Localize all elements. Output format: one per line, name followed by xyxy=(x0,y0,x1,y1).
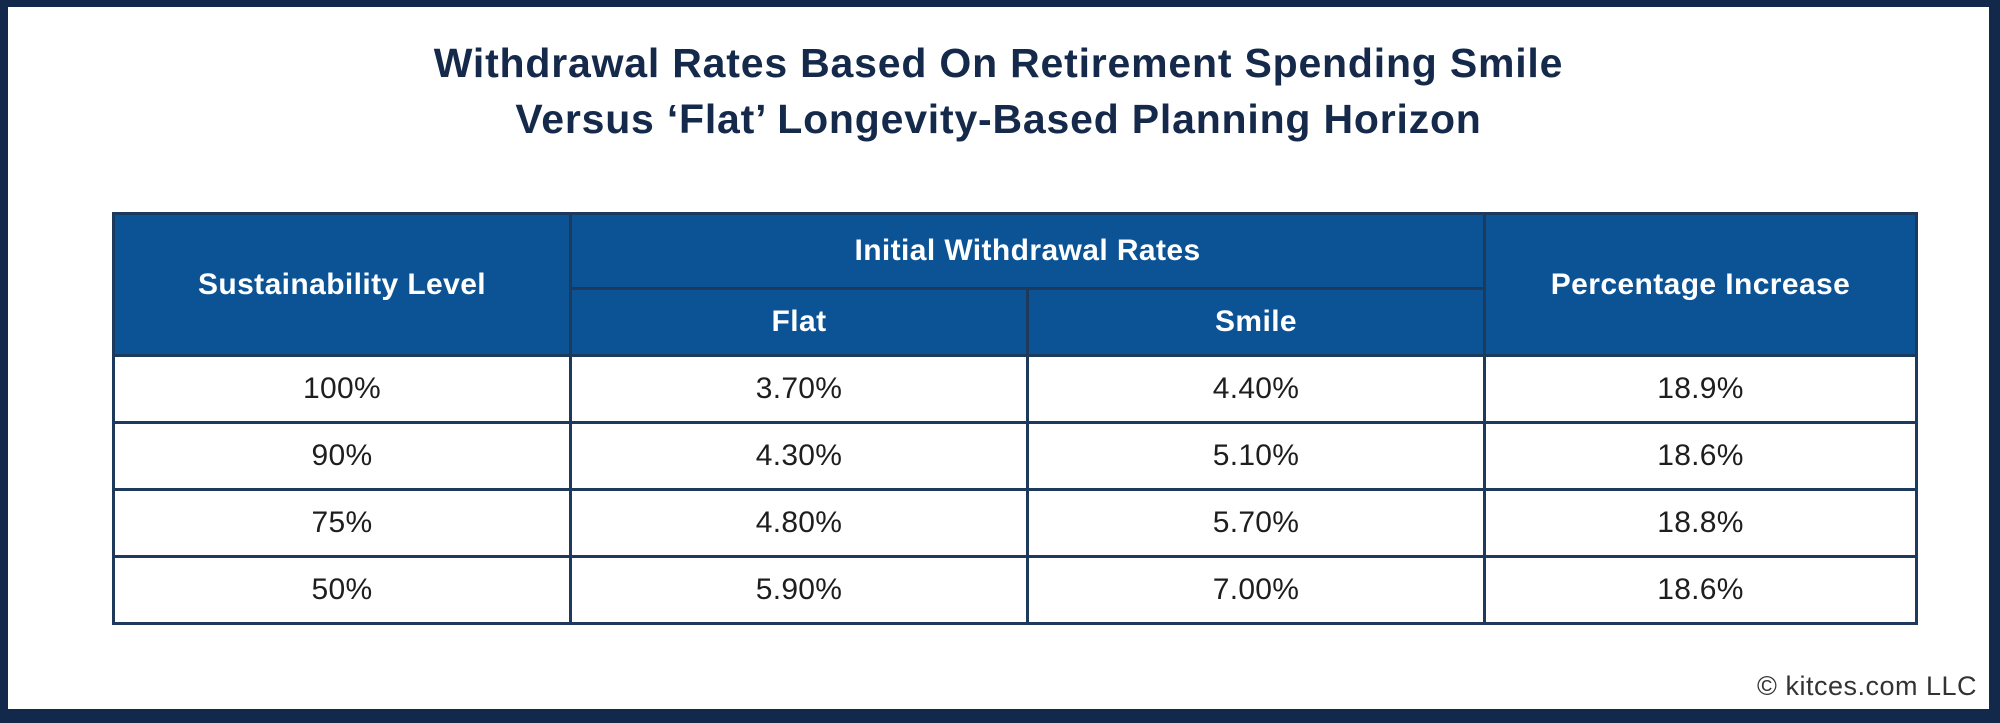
cell-flat-rate: 3.70% xyxy=(569,354,1029,424)
cell-flat-rate: 4.80% xyxy=(569,488,1029,558)
table-header-row-top: Sustainability Level Initial Withdrawal … xyxy=(112,212,1918,357)
cell-percentage-increase: 18.9% xyxy=(1483,354,1918,424)
cell-percentage-increase: 18.6% xyxy=(1483,421,1918,491)
col-header-flat: Flat xyxy=(569,287,1029,357)
cell-flat-rate: 4.30% xyxy=(569,421,1029,491)
cell-smile-rate: 5.70% xyxy=(1026,488,1486,558)
table-row: 75% 4.80% 5.70% 18.8% xyxy=(112,488,1918,558)
table-row: 100% 3.70% 4.40% 18.9% xyxy=(112,354,1918,424)
col-header-sustainability-level: Sustainability Level xyxy=(112,212,572,357)
cell-percentage-increase: 18.8% xyxy=(1483,488,1918,558)
cell-sustainability-level: 90% xyxy=(112,421,572,491)
cell-smile-rate: 5.10% xyxy=(1026,421,1486,491)
col-header-percentage-increase: Percentage Increase xyxy=(1483,212,1918,357)
copyright-text: © kitces.com LLC xyxy=(1757,671,1977,701)
table-row: 50% 5.90% 7.00% 18.6% xyxy=(112,555,1918,625)
col-header-smile: Smile xyxy=(1026,287,1486,357)
chart-title-line1: Withdrawal Rates Based On Retirement Spe… xyxy=(433,40,1564,86)
cell-sustainability-level: 100% xyxy=(112,354,572,424)
withdrawal-rates-table: Sustainability Level Initial Withdrawal … xyxy=(112,212,1918,625)
chart-title-line2: Versus ‘Flat’ Longevity-Based Planning H… xyxy=(515,96,1482,142)
table-header-row-sub: Flat Smile xyxy=(114,287,1917,357)
cell-smile-rate: 4.40% xyxy=(1026,354,1486,424)
cell-percentage-increase: 18.6% xyxy=(1483,555,1918,625)
cell-sustainability-level: 75% xyxy=(112,488,572,558)
cell-flat-rate: 5.90% xyxy=(569,555,1029,625)
cell-sustainability-level: 50% xyxy=(112,555,572,625)
cell-smile-rate: 7.00% xyxy=(1026,555,1486,625)
chart-title: Withdrawal Rates Based On Retirement Spe… xyxy=(8,35,1989,147)
table-row: 90% 4.30% 5.10% 18.6% xyxy=(112,421,1918,491)
col-group-header-initial-withdrawal-rates: Initial Withdrawal Rates xyxy=(569,212,1486,290)
